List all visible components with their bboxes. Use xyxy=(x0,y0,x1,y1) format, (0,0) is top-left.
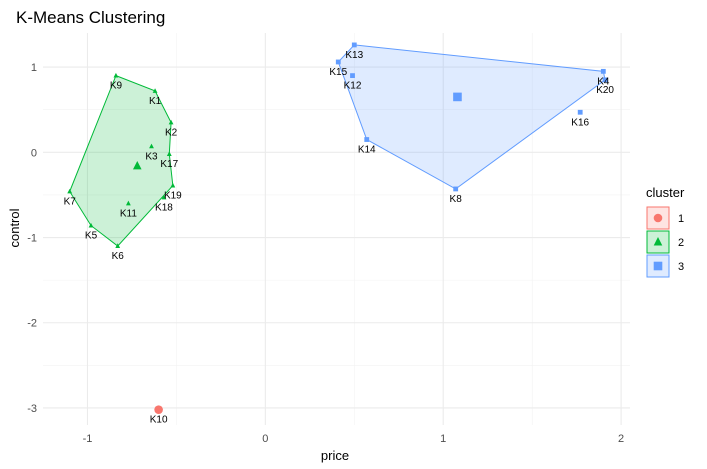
point-k17 xyxy=(166,151,172,156)
point-k7 xyxy=(67,188,73,194)
point-k14 xyxy=(364,137,370,142)
y-tick-label: -1 xyxy=(27,233,37,245)
point-k9 xyxy=(113,72,119,78)
centroid-cluster-1 xyxy=(154,405,163,414)
y-tick-label: 0 xyxy=(31,147,37,159)
point-label-k8: K8 xyxy=(450,194,463,205)
y-tick-label: -2 xyxy=(27,318,37,330)
point-label-k18: K18 xyxy=(155,202,173,213)
x-tick-label: 0 xyxy=(262,433,268,445)
x-tick-label: 1 xyxy=(440,433,446,445)
point-k18 xyxy=(161,194,167,200)
point-k20 xyxy=(602,77,608,83)
point-label-k16: K16 xyxy=(571,117,589,128)
legend-title: cluster xyxy=(646,185,685,200)
legend-marker-2 xyxy=(653,237,663,246)
point-label-k1: K1 xyxy=(149,96,162,107)
point-label-k7: K7 xyxy=(64,197,77,208)
point-k8 xyxy=(453,186,459,192)
point-label-k9: K9 xyxy=(110,81,123,92)
y-axis-ticks: -3 -2 -1 0 1 xyxy=(27,62,37,415)
point-k15 xyxy=(335,59,341,65)
cluster-centroids xyxy=(132,92,462,414)
point-label-k13: K13 xyxy=(345,50,363,61)
point-k19 xyxy=(170,182,176,188)
x-axis-ticks: -1 0 1 2 xyxy=(83,433,625,445)
point-label-k15: K15 xyxy=(329,67,347,78)
legend: cluster 1 2 3 xyxy=(646,185,685,278)
point-k6 xyxy=(115,243,121,248)
legend-label-2: 2 xyxy=(678,237,684,249)
point-labels: K1 K2 K3 K4 K5 K6 K7 K8 K9 K10 K11 K12 K13 K14 K15 K16 K… xyxy=(64,50,615,426)
point-k11 xyxy=(125,200,131,206)
point-label-k3: K3 xyxy=(145,151,158,162)
point-k1 xyxy=(152,88,158,93)
point-k13 xyxy=(351,42,357,48)
point-label-k10: K10 xyxy=(150,415,168,426)
legend-marker-3 xyxy=(653,261,663,271)
centroid-cluster-2 xyxy=(132,160,142,170)
centroid-cluster-3 xyxy=(453,92,462,102)
plot-grid xyxy=(43,33,630,425)
point-label-k4: K4 xyxy=(597,76,610,87)
point-k5 xyxy=(88,222,94,228)
cluster-3-hull xyxy=(337,44,606,190)
chart-title: K-Means Clustering xyxy=(16,8,165,27)
y-axis-title: control xyxy=(7,208,22,247)
point-label-k6: K6 xyxy=(112,251,125,262)
point-label-k12: K12 xyxy=(344,81,362,92)
point-k2 xyxy=(168,119,174,125)
x-tick-label: 2 xyxy=(618,433,624,445)
legend-label-3: 3 xyxy=(678,261,684,273)
point-label-k5: K5 xyxy=(85,231,98,242)
point-label-k20: K20 xyxy=(596,85,614,96)
point-k16 xyxy=(577,109,583,115)
point-k4 xyxy=(600,68,606,74)
point-label-k11: K11 xyxy=(120,208,137,219)
x-axis-title: price xyxy=(321,448,349,463)
point-label-k14: K14 xyxy=(358,145,376,156)
legend-label-1: 1 xyxy=(678,213,684,225)
point-k12 xyxy=(350,73,355,79)
y-tick-label: -3 xyxy=(27,403,37,415)
cluster-hulls xyxy=(69,44,606,247)
point-label-k19: K19 xyxy=(164,191,182,202)
point-k3 xyxy=(149,143,154,149)
point-label-k17: K17 xyxy=(160,159,178,170)
x-tick-label: -1 xyxy=(83,433,93,445)
legend-marker-1 xyxy=(653,213,663,223)
y-tick-label: 1 xyxy=(31,62,37,74)
point-label-k2: K2 xyxy=(165,127,178,138)
